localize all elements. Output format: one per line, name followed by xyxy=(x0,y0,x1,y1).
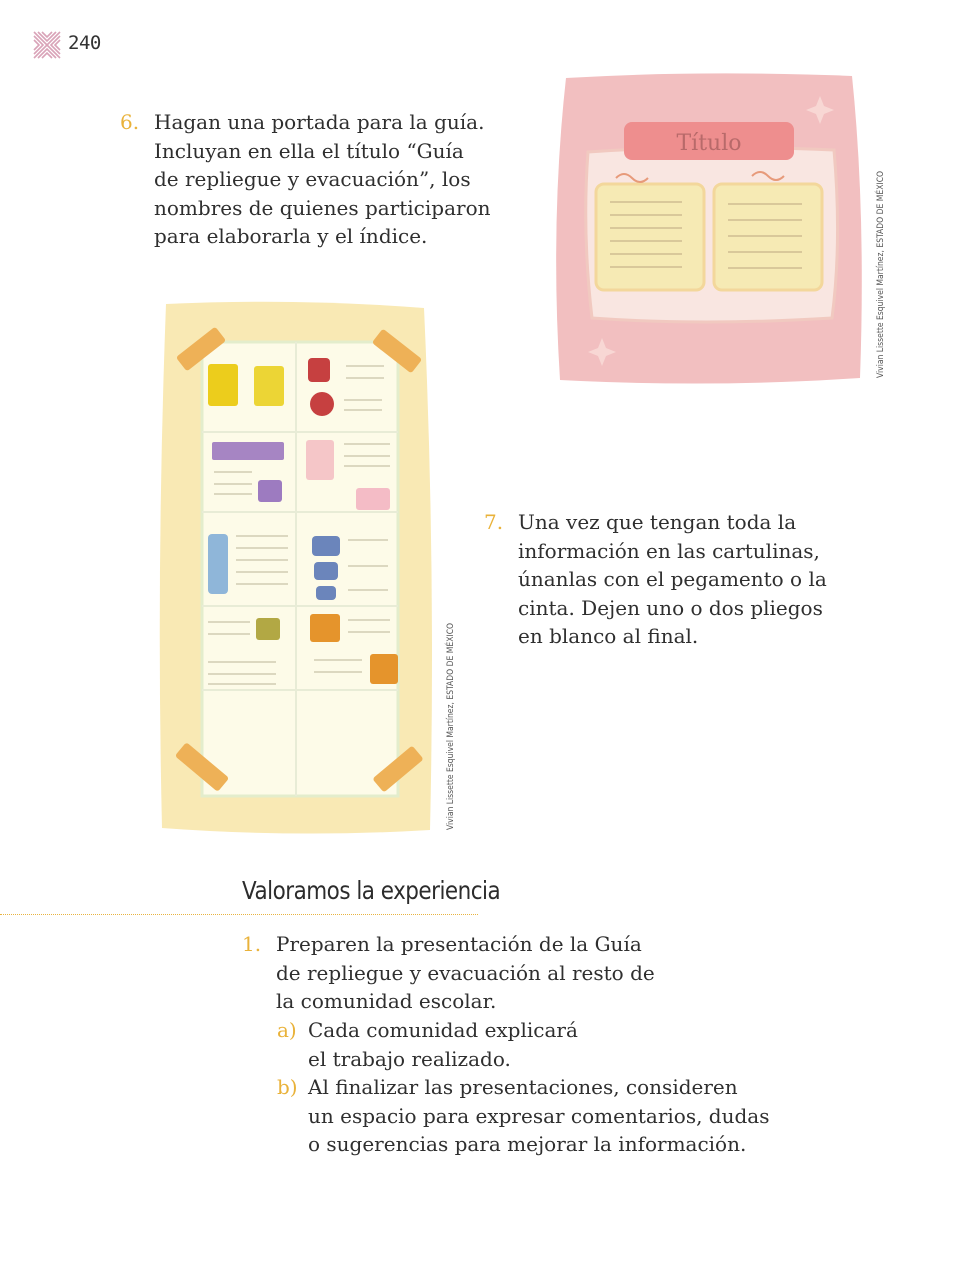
step-6-line: nombres de quienes participaron xyxy=(154,195,491,220)
book-logo-icon xyxy=(33,31,61,59)
guide-illustration-credit: Vivian Lissette Esquivel Martínez, ESTAD… xyxy=(446,622,456,830)
section-item-line: la comunidad escolar. xyxy=(276,989,497,1013)
section-item-1: 1. Preparen la presentación de la Guía d… xyxy=(242,930,802,1016)
subitem-b-line: Al finalizar las presentaciones, conside… xyxy=(308,1075,738,1099)
subitem-b-letter: b) xyxy=(277,1075,298,1099)
step-6-line: Incluyan en ella el título “Guía xyxy=(154,138,464,163)
cover-illustration-credit: Vivian Lissette Esquivel Martínez, ESTAD… xyxy=(876,170,886,378)
step-7: 7. Una vez que tengan toda la informació… xyxy=(484,508,844,651)
subitem-a-letter: a) xyxy=(277,1018,297,1042)
section-item-line: de repliegue y evacuación al resto de xyxy=(276,960,655,985)
cover-illustration: Título xyxy=(556,73,862,384)
subitem-a-line: el trabajo realizado. xyxy=(308,1046,511,1071)
subitem-b-line: un espacio para expresar comentarios, du… xyxy=(308,1103,770,1128)
section-title: Valoramos la experiencia xyxy=(242,876,501,905)
guide-illustration xyxy=(159,301,432,834)
step-6-number: 6. xyxy=(120,110,140,134)
step-7-line: en blanco al final. xyxy=(518,624,699,648)
step-6-line: para elaborarla y el índice. xyxy=(154,224,428,248)
subitem-b: b) Al finalizar las presentaciones, cons… xyxy=(277,1073,837,1159)
section-item-line: Preparen la presentación de la Guía xyxy=(276,932,642,956)
subitem-a: a) Cada comunidad explicará el trabajo r… xyxy=(277,1016,797,1073)
subitem-b-line: o sugerencias para mejorar la informació… xyxy=(308,1132,747,1156)
step-7-line: Una vez que tengan toda la xyxy=(518,510,797,534)
step-7-line: únanlas con el pegamento o la xyxy=(518,567,827,591)
step-6-line: de repliegue y evacuación”, los xyxy=(154,167,471,191)
subitem-a-line: Cada comunidad explicará xyxy=(308,1018,578,1042)
step-6-line: Hagan una portada para la guía. xyxy=(154,110,485,134)
step-7-line: información en las cartulinas, xyxy=(518,538,820,563)
step-6: 6. Hagan una portada para la guía. Inclu… xyxy=(120,108,500,251)
cover-title-label: Título xyxy=(676,131,741,156)
step-7-number: 7. xyxy=(484,510,504,534)
section-item-1-number: 1. xyxy=(242,932,262,956)
step-7-line: cinta. Dejen uno o dos pliegos xyxy=(518,595,823,620)
section-divider xyxy=(0,914,478,915)
page-number: 240 xyxy=(68,32,101,54)
